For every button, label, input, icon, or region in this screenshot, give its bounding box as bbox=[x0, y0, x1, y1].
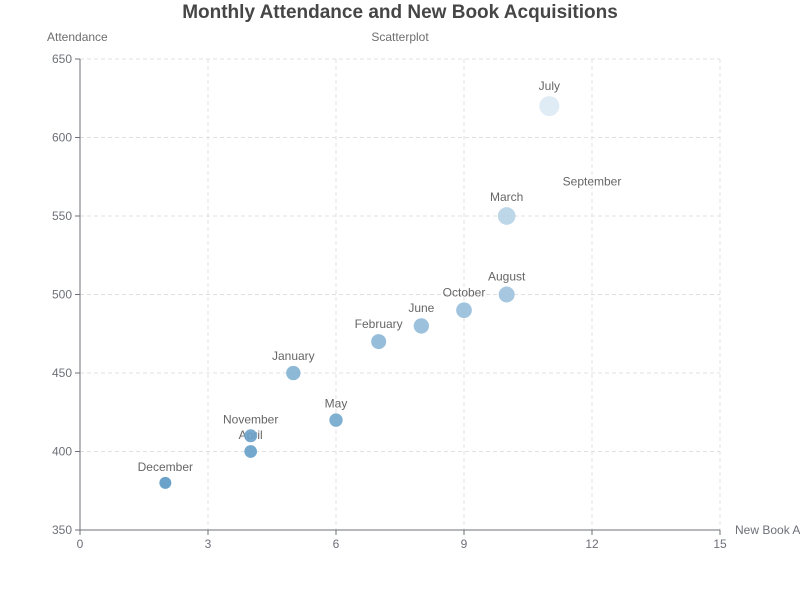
data-label-february: February bbox=[355, 317, 403, 331]
y-tick-label: 600 bbox=[52, 131, 72, 145]
data-point-january bbox=[286, 365, 301, 381]
y-tick-label: 400 bbox=[52, 445, 72, 459]
x-tick-label: 12 bbox=[585, 537, 599, 551]
data-point-october bbox=[456, 302, 472, 319]
chart-subtitle: Scatterplot bbox=[371, 30, 429, 44]
data-point-march bbox=[497, 207, 516, 225]
data-label-december: December bbox=[138, 460, 193, 474]
data-point-august bbox=[498, 286, 515, 303]
x-tick-label: 15 bbox=[713, 537, 727, 551]
data-label-june: June bbox=[408, 301, 434, 315]
data-label-november: November bbox=[223, 412, 278, 426]
y-tick-label: 650 bbox=[52, 52, 72, 66]
data-point-december bbox=[159, 476, 172, 489]
data-label-august: August bbox=[488, 270, 526, 284]
x-tick-label: 6 bbox=[333, 537, 340, 551]
data-point-february bbox=[371, 334, 387, 350]
x-tick-label: 9 bbox=[461, 537, 468, 551]
y-tick-label: 350 bbox=[52, 523, 72, 537]
data-point-november bbox=[244, 429, 258, 443]
x-tick-label: 3 bbox=[205, 537, 212, 551]
data-point-may bbox=[329, 413, 343, 427]
data-label-october: October bbox=[443, 285, 486, 299]
data-label-july: July bbox=[539, 79, 560, 93]
x-tick-label: 0 bbox=[77, 537, 84, 551]
y-tick-label: 450 bbox=[52, 366, 72, 380]
data-label-january: January bbox=[272, 349, 315, 363]
data-point-april bbox=[244, 445, 257, 458]
y-tick-label: 500 bbox=[52, 288, 72, 302]
data-label-march: March bbox=[490, 190, 523, 204]
data-label-september: September bbox=[563, 174, 622, 188]
data-point-july bbox=[539, 96, 560, 117]
data-point-june bbox=[413, 318, 430, 334]
y-tick-label: 550 bbox=[52, 209, 72, 223]
x-axis-label: New Book Acquisitions bbox=[735, 523, 800, 537]
data-label-may: May bbox=[325, 396, 348, 410]
chart-title: Monthly Attendance and New Book Acquisit… bbox=[182, 2, 618, 23]
y-axis-label: Attendance bbox=[47, 30, 108, 44]
